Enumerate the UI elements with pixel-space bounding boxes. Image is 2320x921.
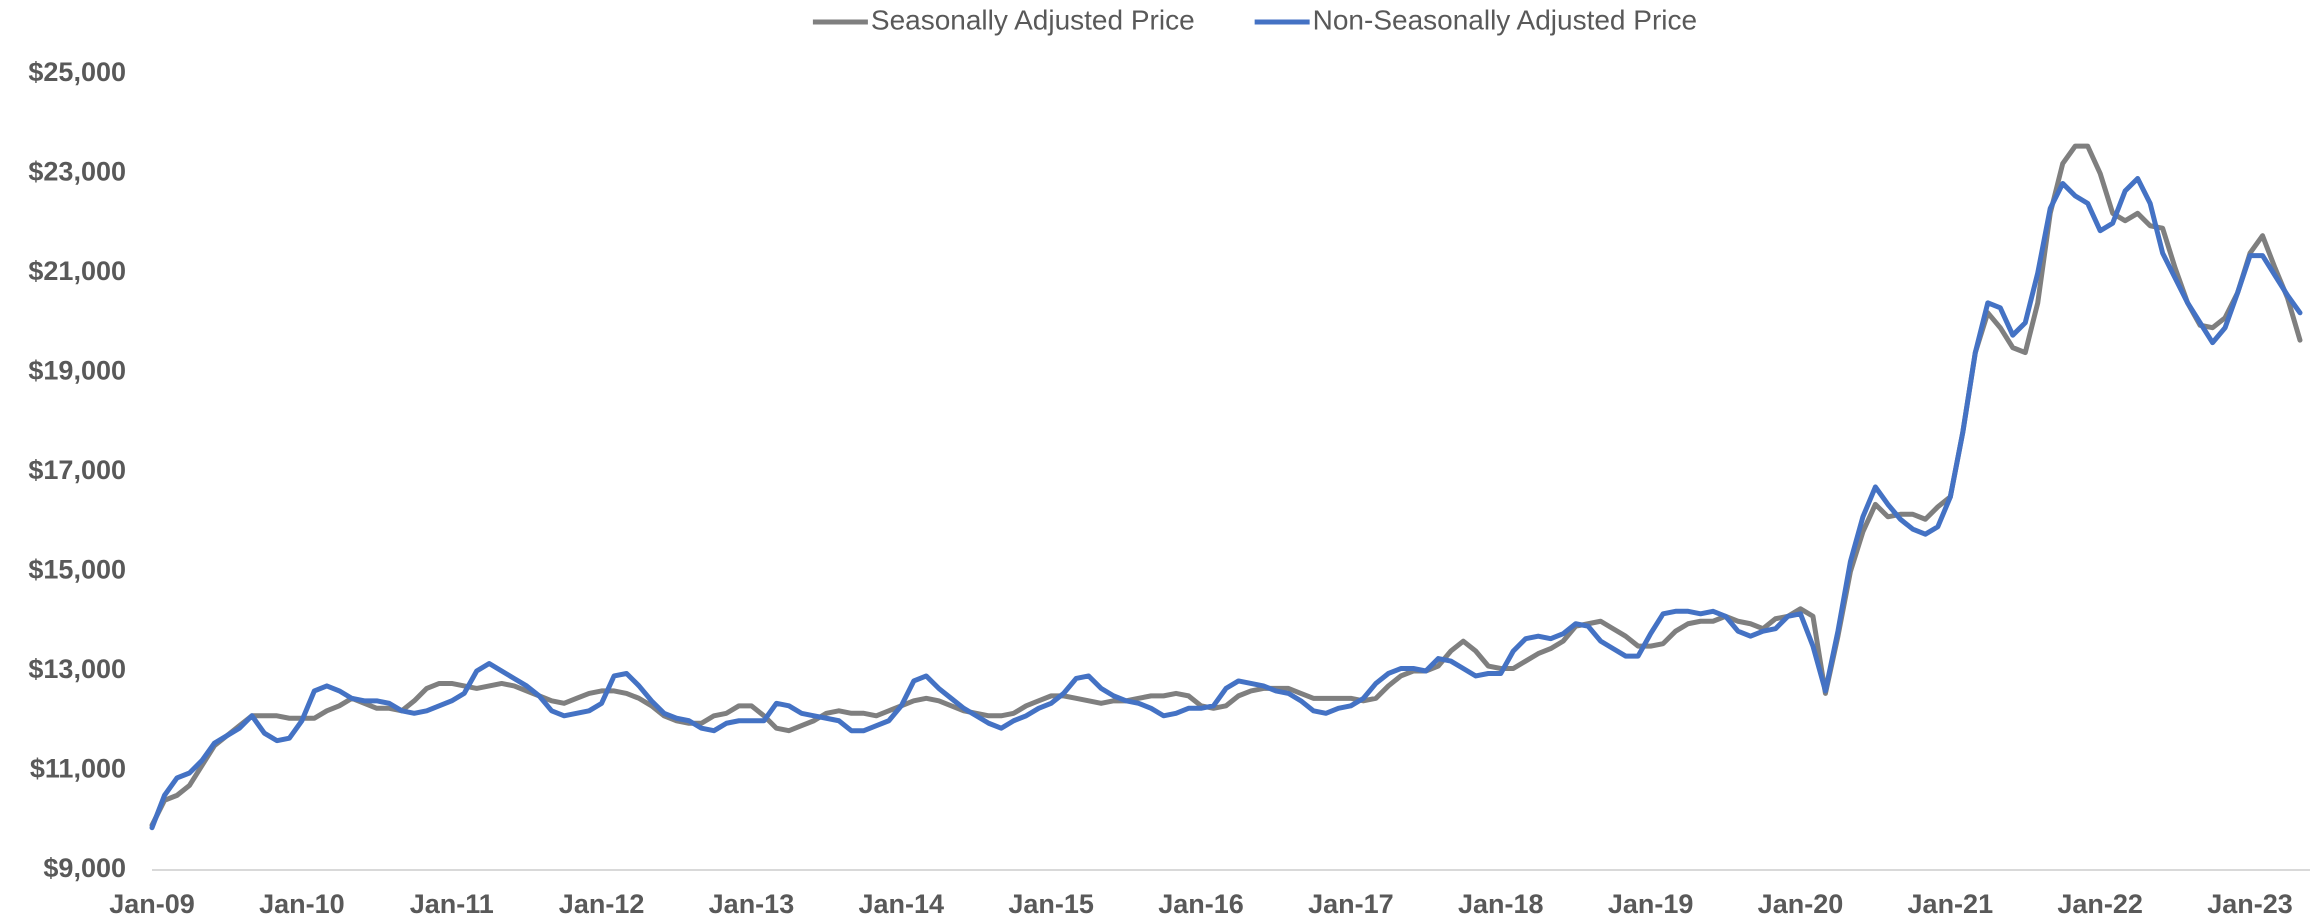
line-series (149, 143, 2303, 828)
y-tick-label: $9,000 (43, 853, 126, 883)
x-tick-label: Jan-18 (1458, 889, 1544, 919)
x-tick-label: Jan-16 (1158, 889, 1244, 919)
x-tick-label: Jan-23 (2207, 889, 2293, 919)
y-tick-label: $25,000 (28, 57, 126, 87)
x-tick-label: Jan-17 (1308, 889, 1394, 919)
y-tick-label: $11,000 (30, 754, 126, 784)
line-series (149, 175, 2303, 831)
legend-label: Seasonally Adjusted Price (871, 4, 1195, 35)
x-tick-label: Jan-20 (1758, 889, 1844, 919)
x-tick-label: Jan-11 (410, 889, 494, 919)
x-tick-label: Jan-22 (2057, 889, 2143, 919)
x-tick-label: Jan-21 (1908, 889, 1994, 919)
legend: Seasonally Adjusted Price Non-Seasonally … (812, 4, 1697, 35)
x-tick-label: Jan-12 (559, 889, 645, 919)
y-tick-label: $13,000 (28, 654, 126, 684)
x-tick-label: Jan-19 (1608, 889, 1694, 919)
y-tick-label: $19,000 (28, 356, 126, 386)
x-tick-label: Jan-09 (109, 889, 195, 919)
x-tick-label: Jan-10 (259, 889, 345, 919)
y-tick-label: $17,000 (28, 455, 126, 485)
legend-label: Non-Seasonally Adjusted Price (1313, 4, 1697, 35)
x-tick-label: Jan-15 (1008, 889, 1094, 919)
x-tick-label: Jan-14 (859, 889, 945, 919)
y-tick-label: $15,000 (28, 555, 126, 585)
x-tick-label: Jan-13 (709, 889, 795, 919)
y-tick-label: $21,000 (28, 256, 126, 286)
y-tick-label: $23,000 (28, 157, 126, 187)
